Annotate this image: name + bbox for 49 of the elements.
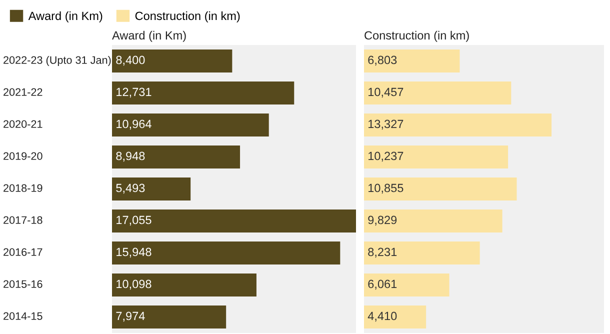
bar: [112, 113, 269, 137]
y-tick-label: 2020-21: [4, 120, 42, 128]
data-label: 8,948: [116, 152, 145, 162]
data-label: 10,855: [368, 184, 404, 194]
y-tick-label: 2016-17: [4, 248, 42, 256]
bar: [112, 209, 356, 233]
bar: [364, 241, 480, 265]
data-label: 8,231: [368, 248, 397, 258]
data-label: 8,400: [116, 56, 145, 66]
chart-title: Construction (in km): [364, 30, 469, 42]
data-label: 6,803: [368, 56, 397, 66]
data-label: 10,964: [116, 120, 152, 130]
y-tick-label: 2018-19: [4, 184, 42, 192]
legend-label: Award (in Km): [28, 11, 102, 22]
y-tick-label: 2022-23 (Upto 31 Jan): [4, 56, 111, 66]
bar: [364, 81, 512, 105]
bar: [112, 81, 294, 105]
data-label: 5,493: [116, 184, 145, 194]
bar: [112, 273, 256, 297]
bar: [364, 177, 517, 201]
data-label: 4,410: [368, 312, 397, 322]
data-label: 10,237: [368, 152, 404, 162]
data-label: 13,327: [368, 120, 404, 130]
y-tick-label: 2014-15: [4, 312, 42, 320]
data-label: 17,055: [116, 216, 152, 226]
bar: [364, 49, 460, 73]
data-label: 7,974: [116, 312, 145, 322]
y-tick-label: 2021-22: [4, 88, 42, 96]
data-label: 9,829: [368, 216, 397, 226]
data-label: 10,457: [368, 88, 404, 98]
bar: [112, 49, 232, 73]
bar: [364, 145, 508, 169]
data-label: 10,098: [116, 280, 152, 290]
bar: [112, 177, 191, 201]
y-tick-label: 2017-18: [4, 216, 42, 224]
bar: [364, 305, 426, 329]
legend-label: Construction (in km): [135, 11, 240, 22]
data-label: 12,731: [116, 88, 152, 98]
bar: [112, 145, 240, 169]
y-tick-label: 2015-16: [4, 280, 42, 288]
data-label: 6,061: [368, 280, 397, 290]
data-label: 15,948: [116, 248, 152, 258]
bar: [364, 209, 502, 233]
bar: [112, 241, 340, 265]
bar: [364, 113, 552, 137]
y-tick-label: 2019-20: [4, 152, 42, 160]
bar: [112, 305, 226, 329]
bar: [364, 273, 450, 297]
chart-title: Award (in Km): [112, 30, 186, 42]
